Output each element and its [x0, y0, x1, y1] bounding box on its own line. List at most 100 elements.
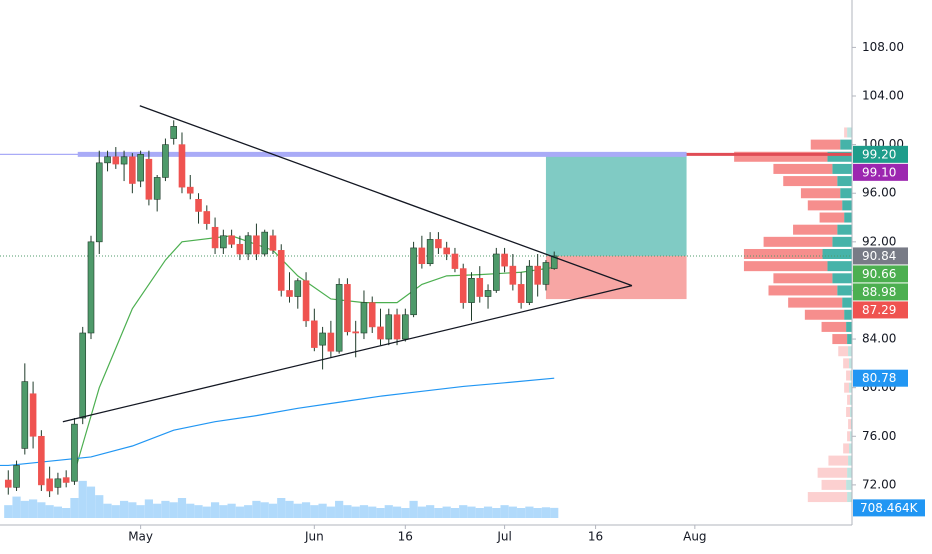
volume-bar	[235, 506, 244, 518]
candle-body	[120, 156, 128, 165]
price-tag	[853, 301, 908, 319]
volume-bar	[277, 498, 286, 518]
x-tick-label: 16	[398, 530, 413, 544]
candle-body	[493, 253, 500, 291]
candle-body	[104, 156, 111, 164]
profile-up	[846, 479, 852, 490]
volume-bar	[517, 508, 526, 518]
candle-body	[253, 235, 260, 255]
volume-bar	[78, 480, 87, 518]
profile-down	[807, 492, 848, 503]
profile-up	[850, 406, 852, 417]
volume-bar	[20, 500, 29, 518]
candle-body	[426, 239, 434, 265]
profile-up	[850, 370, 852, 381]
candle-body	[129, 156, 136, 184]
profile-up	[847, 334, 852, 345]
candle-body	[302, 280, 310, 322]
y-tick-label: 96.00	[862, 186, 896, 200]
profile-up	[848, 455, 852, 466]
volume-bar	[136, 505, 145, 518]
candle-body	[162, 144, 169, 178]
volume-bar	[210, 502, 220, 518]
candle-body	[451, 253, 459, 269]
profile-down	[783, 176, 838, 187]
profile-up	[849, 443, 852, 454]
profile-up	[842, 297, 852, 308]
price-tag	[853, 163, 908, 181]
profile-up	[827, 151, 852, 162]
profile-down	[821, 479, 847, 490]
moving-average	[0, 377, 555, 467]
volume-bar	[268, 503, 278, 518]
candle-body	[335, 284, 343, 352]
y-tick-label: 72.00	[862, 477, 896, 491]
volume-bar	[384, 505, 393, 518]
price-tag	[853, 283, 908, 301]
profile-down	[817, 467, 848, 478]
volume-bar	[194, 505, 203, 518]
profile-down	[743, 248, 823, 259]
volume-bar	[62, 508, 71, 518]
candle-body	[203, 211, 211, 224]
x-tick-label: 16	[588, 530, 603, 544]
candle-body	[13, 465, 20, 488]
volume-bar	[409, 500, 418, 518]
profile-up	[832, 273, 852, 284]
profile-up	[849, 358, 852, 369]
x-tick-label: Jul	[496, 530, 511, 544]
x-tick-label: Jun	[304, 530, 324, 544]
profile-down	[843, 443, 850, 454]
profile-up	[837, 285, 852, 296]
profile-down	[828, 455, 849, 466]
profile-down	[734, 151, 828, 162]
volume-bar	[475, 508, 484, 518]
candle-body	[95, 162, 103, 243]
volume-bar	[508, 506, 517, 518]
candle-body	[319, 332, 326, 346]
volume-bar	[111, 505, 120, 518]
candle-body	[402, 314, 409, 340]
profile-up	[847, 467, 852, 478]
price-tag-label: 90.84	[862, 249, 896, 263]
profile-up	[840, 188, 852, 199]
price-tag	[853, 369, 908, 387]
candle-body	[385, 314, 393, 340]
profile-down	[763, 236, 833, 247]
candle-body	[21, 381, 29, 449]
candle-body	[311, 320, 318, 348]
candle-body	[368, 302, 376, 328]
volume-bar	[202, 506, 211, 518]
volume-bar	[359, 505, 369, 518]
volume-bar	[86, 486, 96, 518]
profile-down	[844, 127, 848, 138]
candle-body	[377, 326, 384, 340]
volume-bar	[426, 505, 435, 518]
volume-bar	[103, 503, 112, 518]
candle-body	[443, 247, 450, 255]
candle-body	[526, 265, 533, 303]
candle-body	[509, 265, 517, 285]
candle-body	[153, 177, 161, 200]
volume-bar	[37, 502, 46, 518]
profile-up	[844, 309, 852, 320]
candle-body	[542, 262, 550, 285]
volume-bar	[525, 506, 534, 518]
volume-bar	[541, 507, 551, 518]
volume-bar	[119, 500, 129, 518]
volume-bar	[351, 506, 360, 518]
profile-down	[847, 394, 851, 405]
y-tick-label: 104.00	[862, 89, 904, 103]
profile-down	[848, 419, 852, 430]
price-tag-label: 88.98	[862, 285, 896, 299]
x-tick-label: May	[128, 530, 153, 544]
volume-bar	[450, 508, 460, 518]
volume-bar	[227, 503, 236, 518]
volume-bar	[177, 498, 187, 518]
profile-up	[842, 200, 852, 211]
candle-body	[393, 314, 401, 340]
volume-bar	[401, 508, 410, 518]
volume-bar	[301, 502, 311, 518]
profile-down	[804, 309, 845, 320]
candle-body	[344, 284, 351, 333]
